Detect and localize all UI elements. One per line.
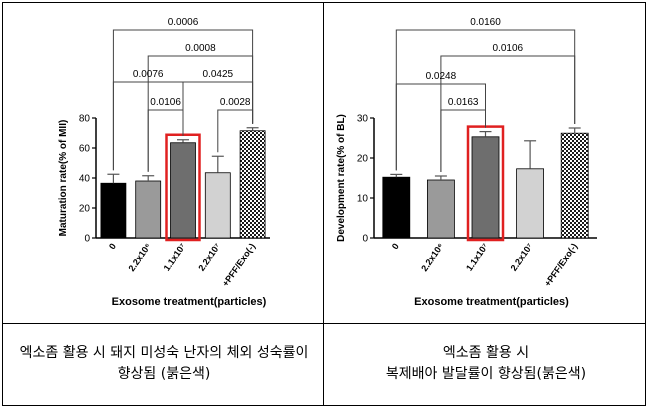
category-label: 2.2x10⁶: [419, 241, 445, 273]
y-tick-label: 0: [84, 234, 90, 245]
p-value-label: 0.0008: [185, 43, 216, 54]
bar: [426, 179, 455, 239]
significance-bracket: [440, 109, 486, 172]
development-rate-chart: 0 10 20 30 0 2.2x10⁶ 1.1x10⁷ 2.2x10⁷ +PFF/Exo(-)…: [336, 17, 597, 308]
y-tick-label: 40: [79, 174, 91, 185]
significance-bracket: [440, 55, 576, 172]
category-label: 1.1x10⁷: [162, 241, 188, 273]
p-value-label: 0.0248: [426, 71, 457, 82]
y-tick-label: 80: [79, 114, 91, 125]
significance-bracket: [217, 109, 254, 153]
category-label: 0: [390, 241, 401, 251]
p-value-label: 0.0163: [448, 97, 479, 108]
y-tick-label: 20: [357, 154, 369, 165]
p-value-label: 0.0160: [470, 17, 501, 28]
p-value-label: 0.0028: [220, 97, 251, 108]
category-label: +PFF/Exo(-): [542, 241, 579, 288]
y-tick-label: 20: [79, 204, 91, 215]
caption-right-line-1: 엑소좀 활용 시: [442, 345, 530, 361]
x-axis-title: Exosome treatment(particles): [414, 296, 569, 308]
y-axis-title: Development rate(% of BL): [336, 114, 347, 242]
y-tick-label: 10: [357, 194, 369, 205]
bar: [100, 182, 127, 239]
caption-right-line-2: 복제배아 발달률이 향상됨(붉은색): [385, 366, 587, 382]
y-tick-label: 0: [362, 234, 368, 245]
significance-bracket: [395, 83, 486, 171]
bar: [560, 132, 589, 239]
bar: [135, 180, 162, 239]
bar: [471, 136, 500, 239]
p-value-label: 0.0076: [133, 69, 164, 80]
x-axis-title: Exosome treatment(particles): [112, 296, 267, 308]
bar: [170, 142, 196, 239]
category-label: +PFF/Exo(-): [220, 241, 257, 288]
significance-bracket: [182, 81, 254, 136]
caption-left: 엑소좀 활용 시 돼지 미성숙 난자의 체외 성숙률이 향상됨 (붉은색): [19, 345, 309, 382]
caption-right: 엑소좀 활용 시 복제배아 발달률이 향상됨(붉은색): [334, 343, 638, 385]
maturation-rate-chart: 0 20 40 60 80 0 2.2x10⁶ 1.1x10⁷ 2.2x10⁷+PFF/Exo(…: [58, 17, 270, 308]
bar: [382, 176, 411, 239]
p-value-label: 0.0006: [168, 17, 199, 28]
category-label: 2.2x10⁷: [196, 241, 222, 273]
bar: [239, 130, 266, 239]
bar: [204, 172, 231, 239]
category-label: 2.2x10⁷: [509, 241, 535, 273]
bar: [516, 168, 544, 239]
category-label: 2.2x10⁶: [126, 241, 152, 273]
category-label: 0: [107, 241, 118, 251]
p-value-label: 0.0106: [150, 97, 181, 108]
p-value-label: 0.0425: [203, 69, 234, 80]
y-axis-title: Maturation rate(% of MII): [58, 120, 69, 237]
y-tick-label: 30: [357, 114, 369, 125]
y-tick-label: 60: [79, 144, 91, 155]
category-label: 1.1x10⁷: [464, 241, 490, 273]
significance-bracket: [147, 109, 184, 172]
p-value-label: 0.0106: [493, 43, 524, 54]
